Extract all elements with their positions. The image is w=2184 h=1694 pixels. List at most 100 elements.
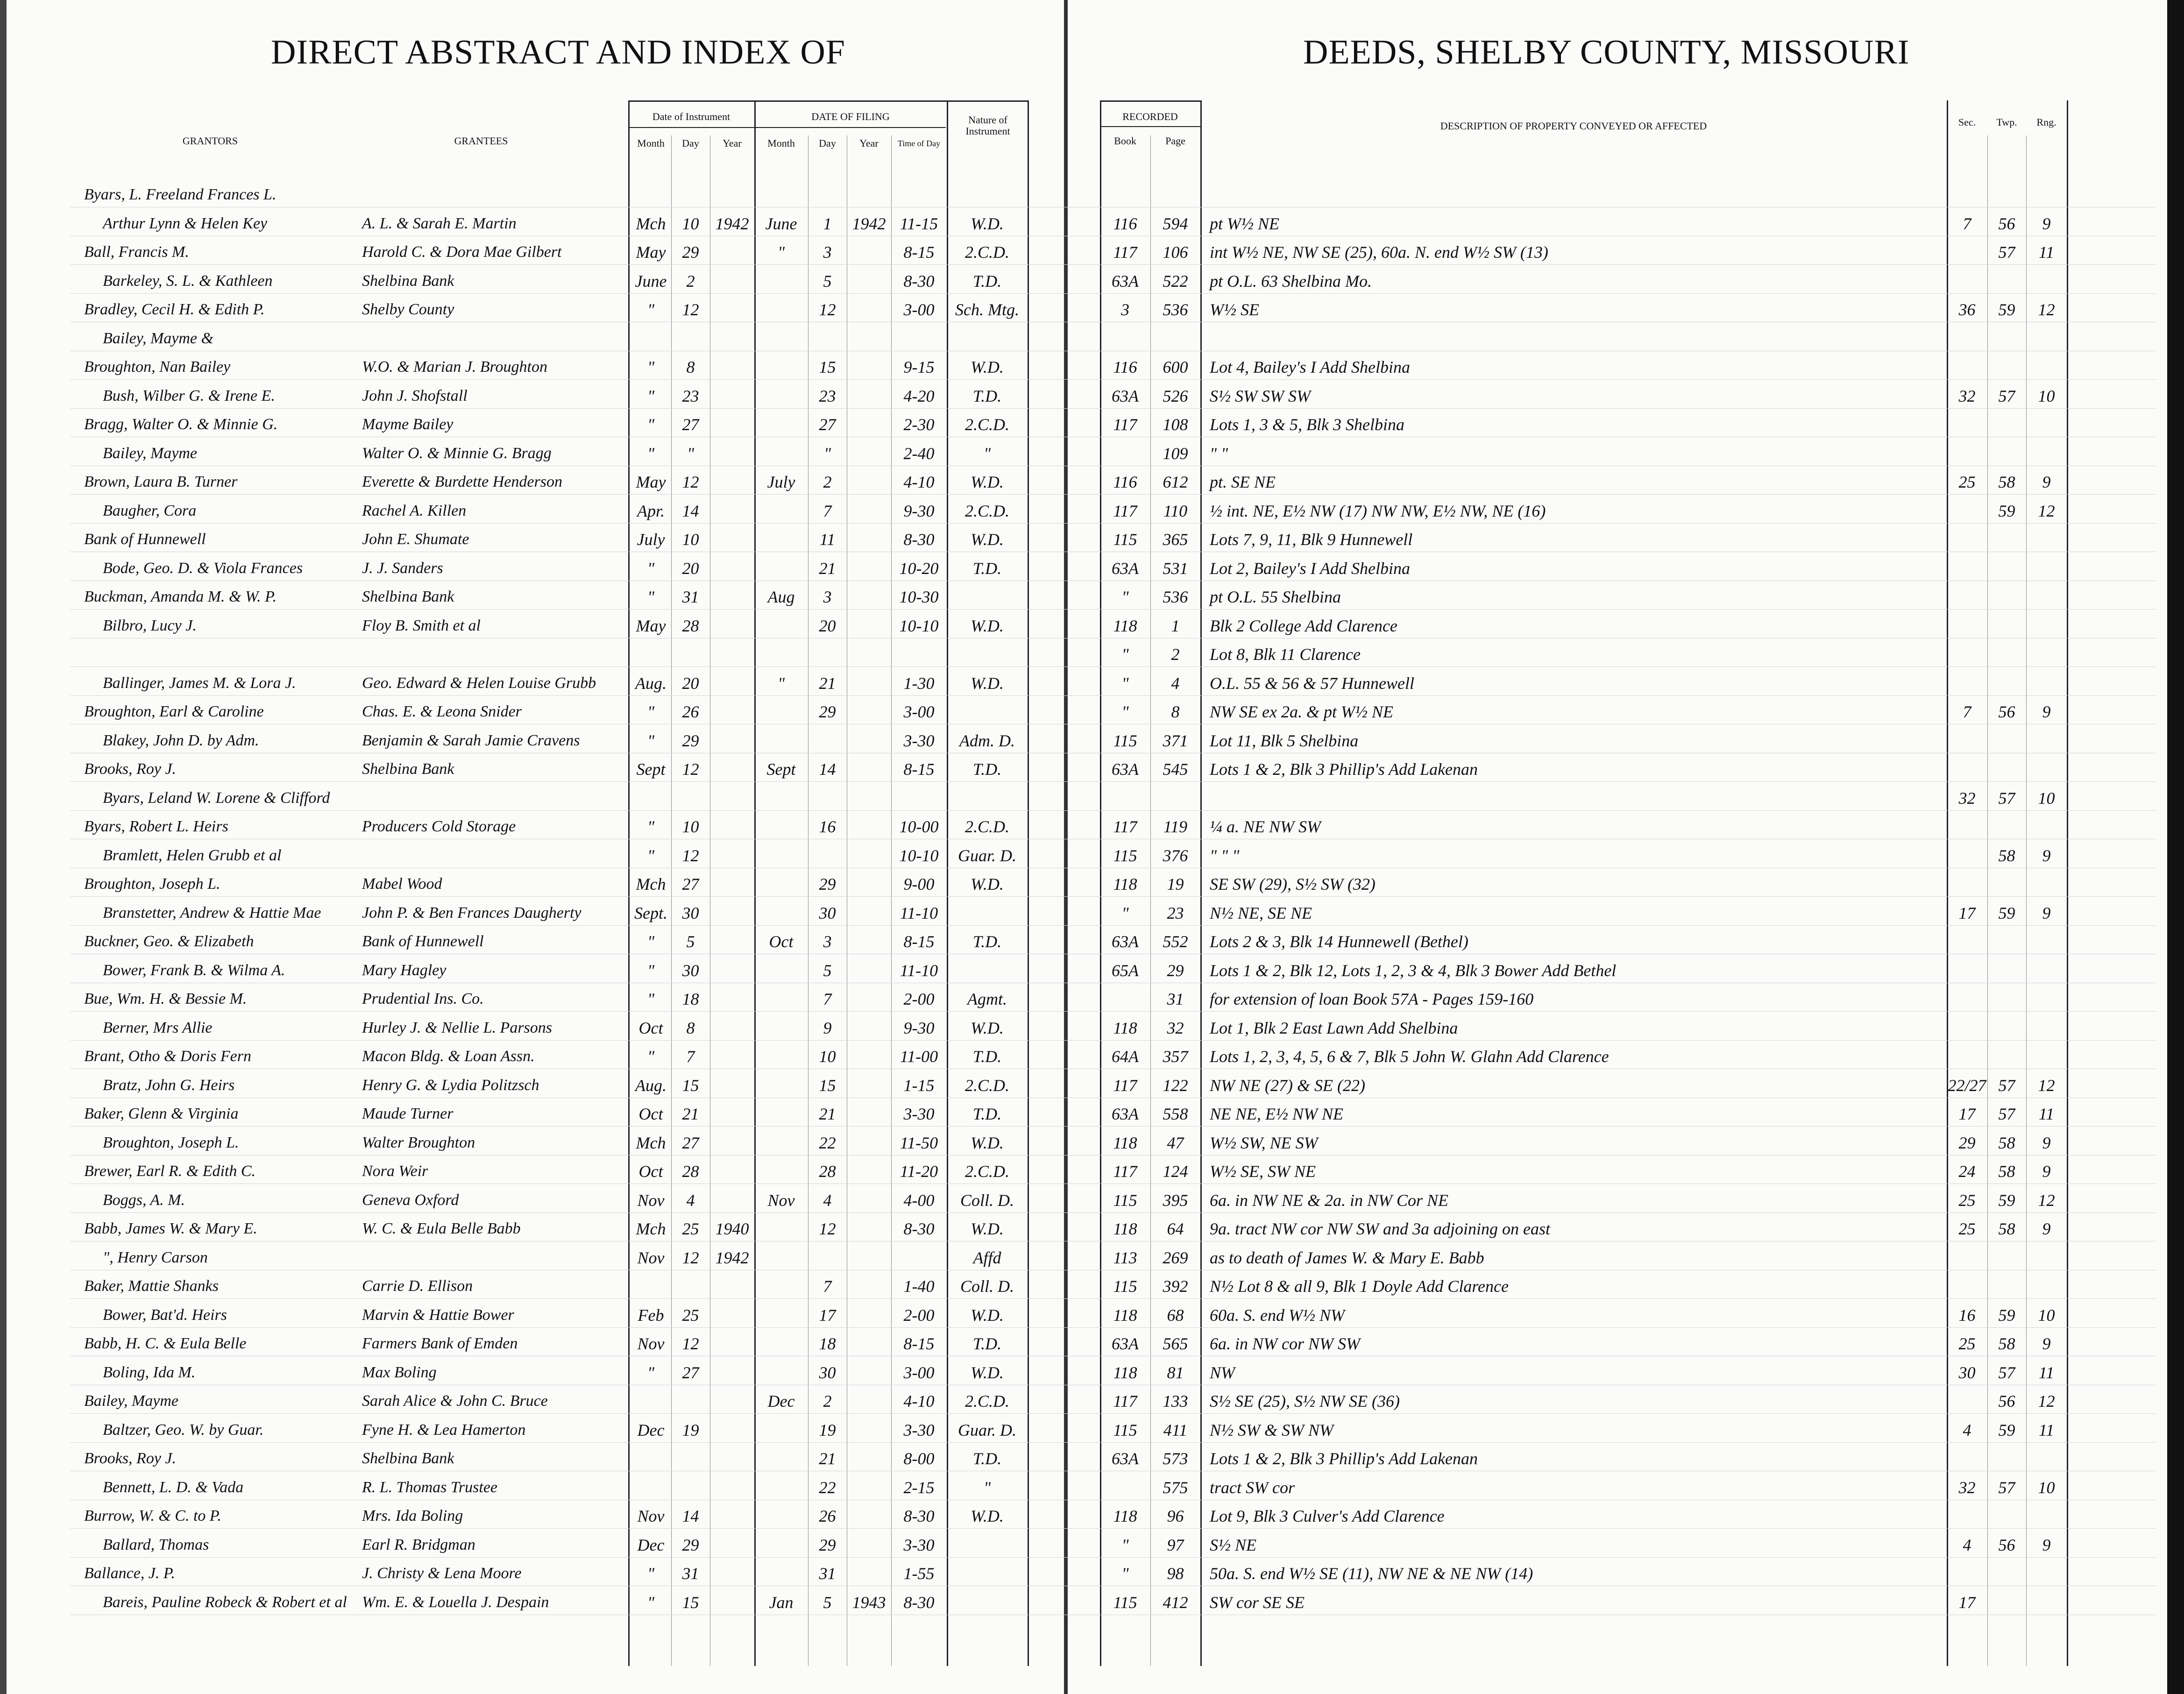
cell-book: 118 (1113, 875, 1137, 893)
cell-twp: 59 (1998, 1191, 2015, 1210)
cell-grantor: Bragg, Walter O. & Minnie G. (84, 416, 278, 433)
cell-page: 19 (1167, 875, 1184, 893)
cell-id: 4 (686, 1191, 695, 1210)
cell-grantor: Bue, Wm. H. & Bessie M. (84, 990, 247, 1007)
cell-time: 9-30 (903, 501, 935, 520)
cell-grantor: Byars, Robert L. Heirs (84, 818, 228, 835)
cell-id: 10 (682, 817, 699, 836)
cell-book: " (1121, 702, 1129, 721)
cell-desc: " " (1210, 444, 1228, 463)
cell-book: 115 (1113, 1593, 1137, 1612)
cell-grantee: Floy B. Smith et al (362, 617, 481, 634)
cell-time: 1-55 (903, 1564, 935, 1583)
cell-fd: 19 (819, 1420, 836, 1439)
cell-id: 28 (682, 616, 699, 635)
cell-book: 63A (1112, 271, 1139, 291)
cell-rng: 10 (2038, 1478, 2055, 1497)
cell-grantee: Mabel Wood (362, 875, 442, 893)
row-rule (70, 1327, 2156, 1328)
cell-nature: " (983, 1478, 991, 1497)
cell-time: 4-10 (903, 473, 935, 491)
cell-book: " (1121, 903, 1129, 922)
cell-grantor: Berner, Mrs Allie (103, 1019, 213, 1036)
cell-nature: T.D. (972, 1449, 1002, 1468)
cell-book: 118 (1113, 1363, 1137, 1382)
cell-grantee: Mary Hagley (362, 961, 447, 979)
cell-id: 8 (686, 1018, 695, 1037)
cell-rng: 12 (2038, 1076, 2055, 1095)
cell-fd: 5 (823, 271, 832, 291)
header-grantees: GRANTEES (454, 135, 508, 147)
cell-im: Sept. (634, 903, 667, 922)
cell-twp: 58 (1998, 1334, 2015, 1353)
cell-twp: 58 (1998, 1133, 2015, 1152)
header-filing-day: Day (819, 137, 836, 149)
cell-book: 3 (1121, 300, 1129, 319)
cell-nature: T.D. (972, 1105, 1002, 1123)
cell-book: 63A (1112, 932, 1139, 951)
page-edge-right (2167, 0, 2184, 1694)
cell-id: 30 (682, 903, 699, 922)
cell-time: 10-20 (899, 559, 939, 578)
column-rule (1947, 100, 1948, 1666)
cell-fd: 30 (819, 903, 836, 922)
cell-sec: 24 (1958, 1162, 1976, 1181)
cell-id: 12 (682, 760, 699, 779)
cell-desc: Lots 2 & 3, Blk 14 Hunnewell (Bethel) (1210, 932, 1468, 951)
cell-im: " (647, 1593, 655, 1612)
cell-desc: Lot 2, Bailey's I Add Shelbina (1210, 559, 1410, 578)
cell-time: 8-30 (903, 1219, 935, 1238)
cell-im: Dec (637, 1420, 665, 1439)
cell-time: 4-20 (903, 386, 935, 405)
cell-grantor: Ballance, J. P. (84, 1565, 175, 1582)
cell-time: 2-40 (903, 444, 935, 463)
cell-grantor: Baker, Mattie Shanks (84, 1277, 219, 1295)
cell-im: Feb (638, 1305, 664, 1325)
cell-grantor: Broughton, Joseph L. (103, 1134, 239, 1151)
cell-id: 28 (682, 1162, 699, 1181)
column-rule (754, 100, 756, 1666)
cell-book: 117 (1113, 1076, 1137, 1095)
cell-sec: 32 (1958, 788, 1976, 808)
cell-nature: W.D. (971, 214, 1004, 233)
cell-im: Mch (636, 1133, 666, 1152)
header-rule (628, 127, 946, 128)
cell-id: 21 (682, 1105, 699, 1123)
cell-fd: 23 (819, 386, 836, 405)
cell-grantor: Bailey, Mayme (103, 444, 198, 462)
cell-im: Apr. (637, 501, 665, 520)
cell-fd: 21 (819, 1449, 836, 1468)
cell-id: 15 (682, 1593, 699, 1612)
cell-book: 115 (1113, 1420, 1137, 1439)
cell-time: 11-00 (900, 1047, 938, 1066)
cell-id: " (687, 444, 695, 463)
cell-fd: 7 (823, 990, 832, 1008)
cell-book: 115 (1113, 1191, 1137, 1210)
cell-book: 115 (1113, 1277, 1137, 1296)
cell-im: " (647, 1363, 655, 1382)
cell-grantor: Broughton, Earl & Caroline (84, 703, 264, 720)
cell-rng: 9 (2042, 214, 2051, 233)
header-recorded: RECORDED (1122, 111, 1178, 122)
cell-grantor: Baugher, Cora (103, 502, 197, 519)
column-rule (1987, 135, 1988, 1666)
cell-grantee: Shelbina Bank (362, 1450, 454, 1467)
cell-nature: 2.C.D. (964, 817, 1009, 836)
cell-page: 371 (1163, 731, 1188, 750)
cell-desc: " " " (1210, 846, 1240, 865)
cell-page: 545 (1163, 760, 1188, 779)
cell-fy: 1943 (852, 1593, 886, 1612)
cell-id: 10 (682, 530, 699, 549)
cell-im: " (647, 1047, 655, 1066)
cell-grantor: Bower, Frank B. & Wilma A. (103, 961, 285, 979)
cell-grantee: J. J. Sanders (362, 559, 443, 577)
cell-page: 565 (1163, 1334, 1188, 1353)
cell-page: 23 (1167, 903, 1184, 922)
row-rule (70, 494, 2156, 495)
row-rule (70, 293, 2156, 294)
cell-grantee: Chas. E. & Leona Snider (362, 703, 522, 720)
header-grantors: GRANTORS (182, 135, 238, 147)
cell-book: 116 (1113, 358, 1137, 376)
cell-time: 2-30 (903, 415, 935, 434)
cell-desc: W½ SE, SW NE (1210, 1162, 1316, 1181)
